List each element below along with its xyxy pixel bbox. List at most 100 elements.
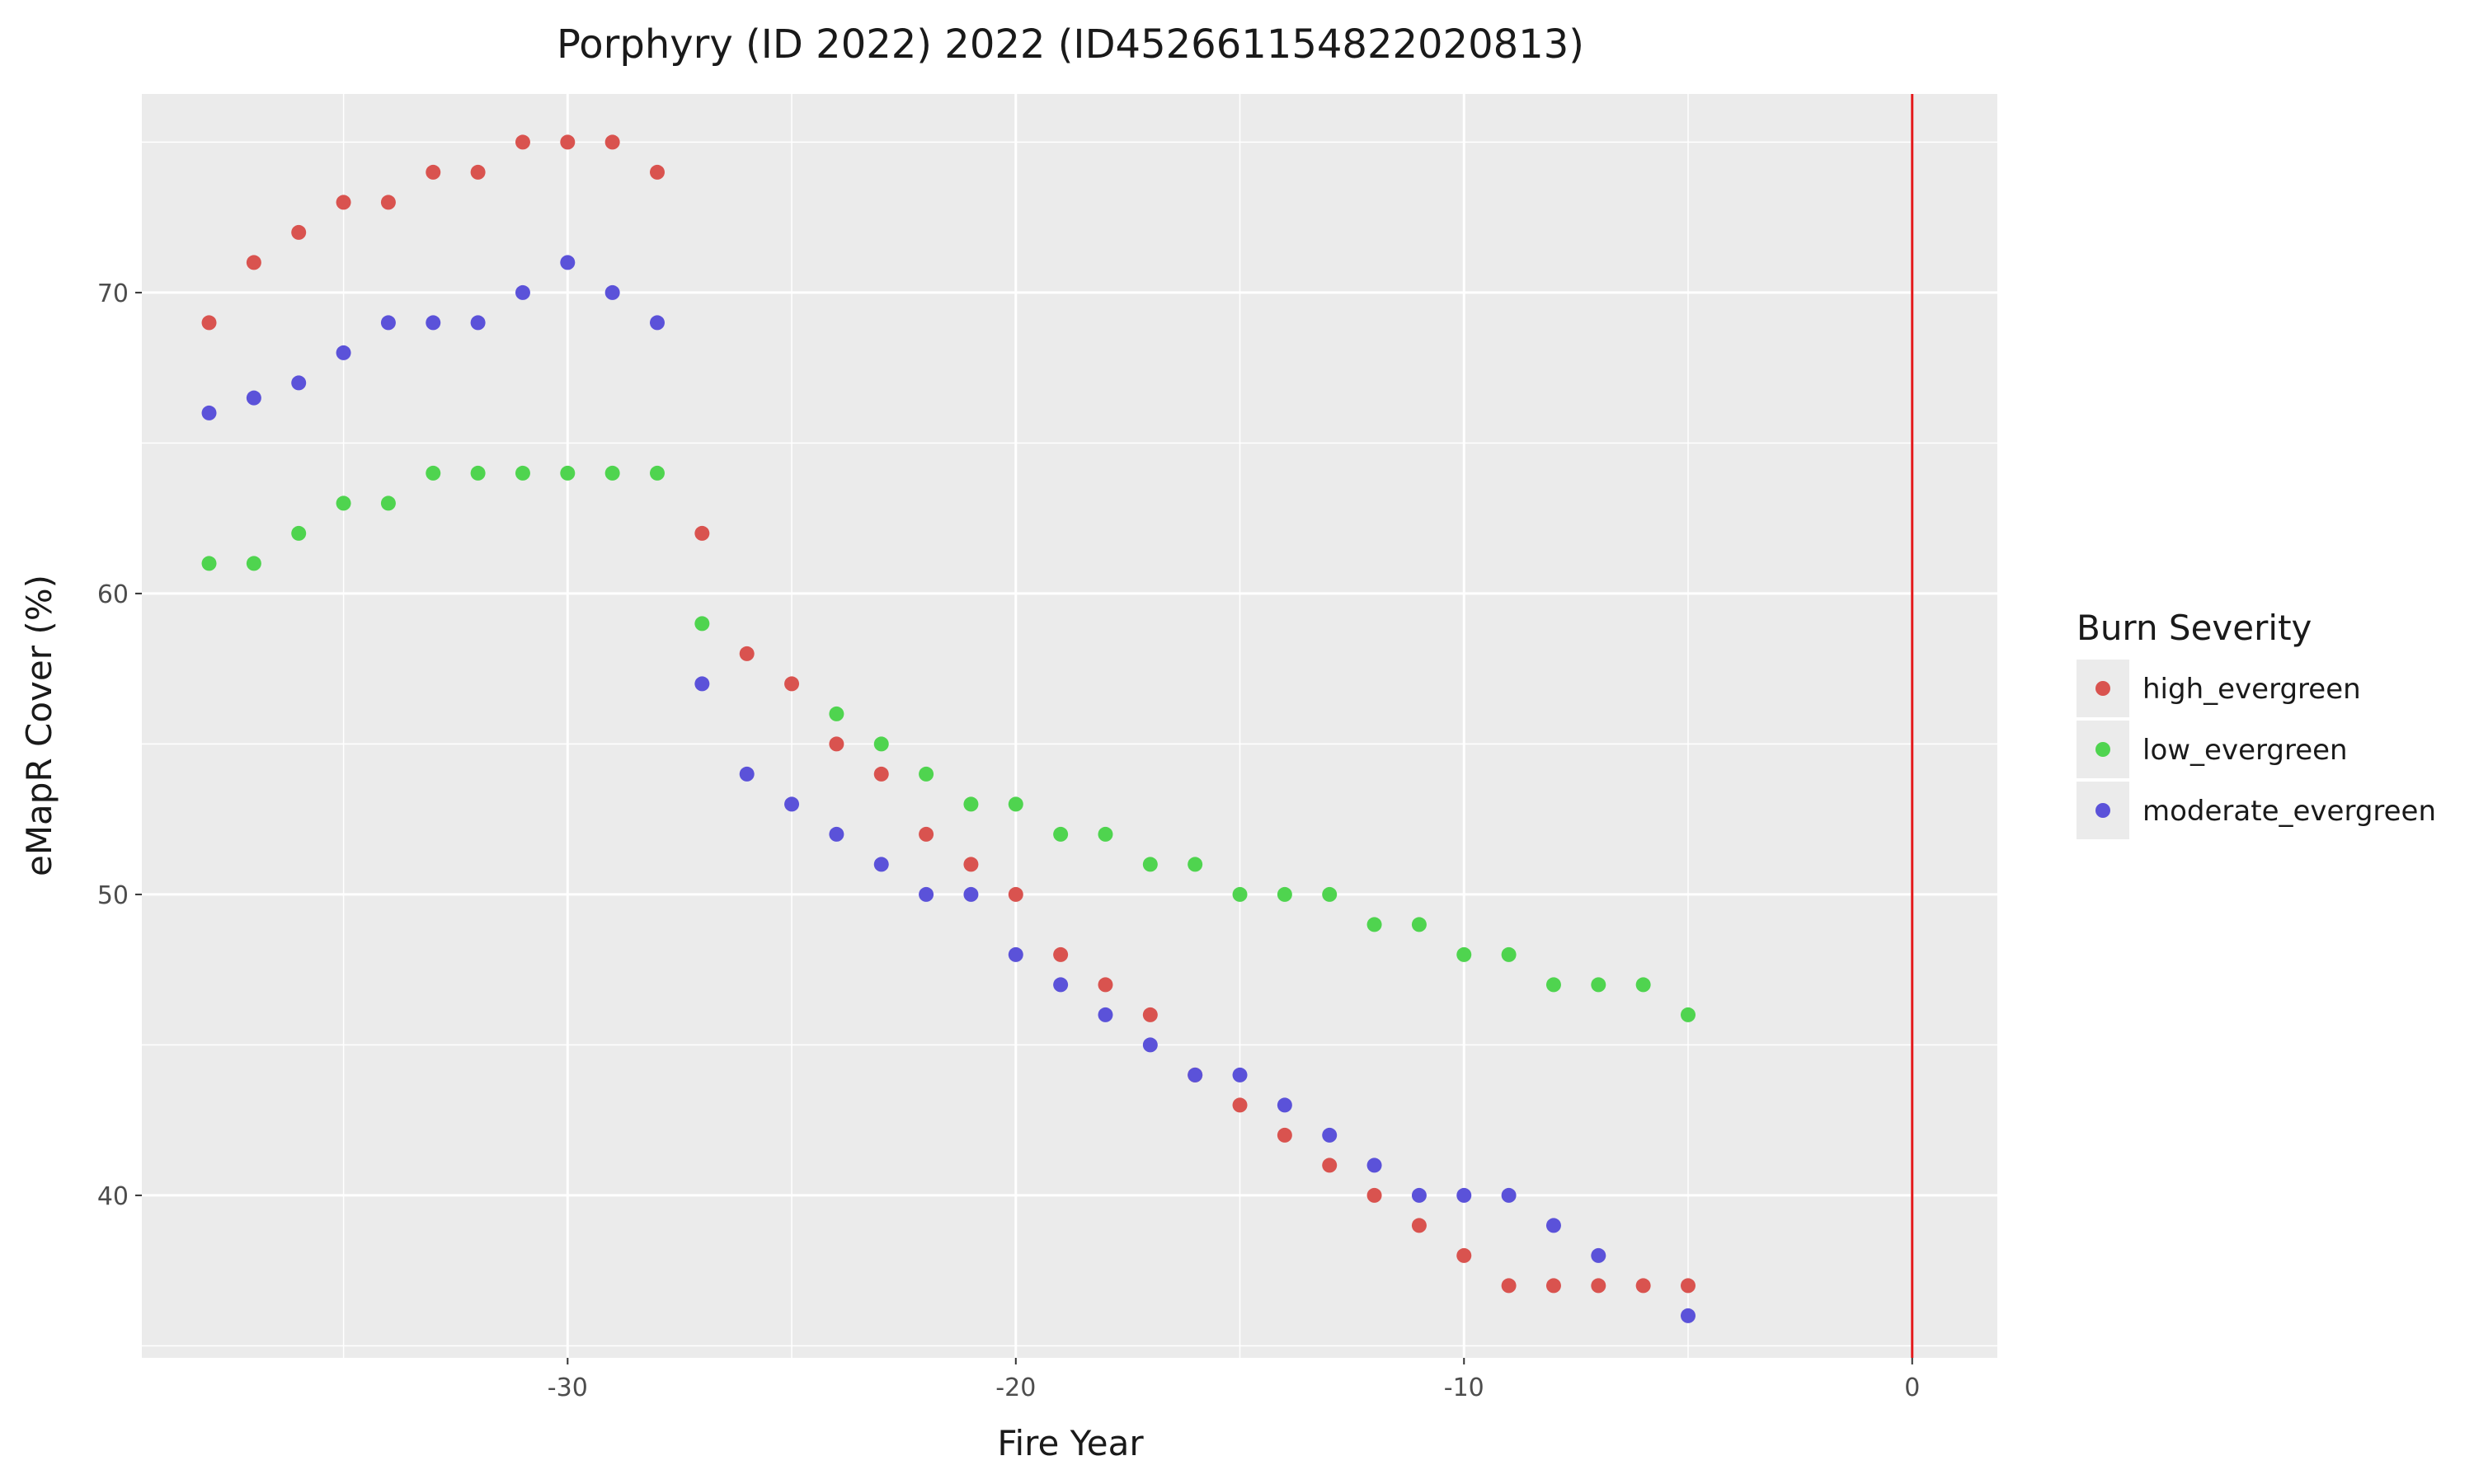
y-tick-label: 40 — [97, 1182, 129, 1211]
data-point — [1008, 796, 1023, 812]
data-point — [560, 465, 576, 481]
data-point — [1053, 977, 1069, 993]
x-tick-label: -10 — [1444, 1374, 1484, 1402]
data-point — [1232, 886, 1248, 902]
data-point — [1501, 1187, 1517, 1203]
data-point — [470, 465, 486, 481]
series-high_evergreen — [201, 134, 1696, 1294]
data-point — [1053, 826, 1069, 842]
data-point — [1277, 1127, 1292, 1143]
data-point — [291, 375, 307, 391]
data-point — [604, 134, 620, 150]
data-point — [873, 736, 889, 752]
data-point — [829, 736, 844, 752]
plot-panel — [142, 94, 1997, 1358]
x-axis-ticks: -30 -20 -10 0 — [548, 1358, 1920, 1402]
data-point — [784, 796, 800, 812]
data-point — [1545, 977, 1561, 993]
y-tick-label: 50 — [97, 881, 129, 910]
data-point — [1322, 1158, 1338, 1173]
data-point — [515, 465, 530, 481]
data-point — [963, 857, 979, 872]
data-point — [426, 465, 441, 481]
data-point — [1411, 1187, 1427, 1203]
data-point — [919, 826, 934, 842]
data-point — [201, 556, 217, 571]
data-point — [426, 315, 441, 331]
minor-gridlines — [142, 94, 1997, 1358]
data-point — [246, 556, 261, 571]
data-point — [1456, 946, 1472, 962]
data-point — [1098, 1007, 1113, 1022]
data-point — [291, 224, 307, 240]
data-point — [1591, 1278, 1606, 1294]
data-point — [963, 796, 979, 812]
data-point — [1681, 1007, 1696, 1022]
legend-swatch — [2095, 742, 2110, 757]
data-point — [784, 676, 800, 692]
legend-items: high_evergreen low_evergreen moderate_ever… — [2077, 660, 2436, 839]
legend-title: Burn Severity — [2077, 608, 2312, 648]
x-tick-label: -30 — [548, 1374, 588, 1402]
data-point — [291, 525, 307, 541]
data-point — [1366, 917, 1382, 932]
data-point — [1142, 1037, 1158, 1053]
data-point — [336, 495, 351, 511]
data-point — [604, 465, 620, 481]
data-point — [1277, 1097, 1292, 1113]
data-point — [1366, 1187, 1382, 1203]
data-point — [694, 616, 710, 632]
data-point — [1681, 1278, 1696, 1294]
data-point — [1232, 1097, 1248, 1113]
x-axis-title: Fire Year — [997, 1423, 1144, 1463]
legend-item: high_evergreen — [2077, 660, 2361, 717]
series-low_evergreen — [201, 465, 1696, 1022]
data-point — [1635, 1278, 1651, 1294]
data-point — [873, 857, 889, 872]
data-point — [470, 164, 486, 180]
y-tick-label: 60 — [97, 580, 129, 609]
data-point — [694, 525, 710, 541]
data-point — [246, 390, 261, 406]
data-point — [829, 706, 844, 721]
data-point — [1366, 1158, 1382, 1173]
y-axis-title: eMapR Cover (%) — [19, 575, 59, 876]
data-point — [1008, 886, 1023, 902]
x-tick-label: 0 — [1904, 1374, 1920, 1402]
x-tick-label: -20 — [995, 1374, 1036, 1402]
legend-label: moderate_evergreen — [2142, 795, 2436, 828]
data-point — [1456, 1187, 1472, 1203]
series-moderate_evergreen — [201, 255, 1696, 1323]
data-point — [1188, 857, 1203, 872]
data-point — [1635, 977, 1651, 993]
data-point — [739, 766, 755, 782]
data-point — [829, 826, 844, 842]
y-tick-label: 70 — [97, 279, 129, 308]
data-point — [919, 886, 934, 902]
data-point — [1188, 1067, 1203, 1082]
data-point — [1501, 1278, 1517, 1294]
data-point — [246, 255, 261, 270]
data-point — [336, 195, 351, 210]
data-point — [650, 315, 665, 331]
data-point — [604, 284, 620, 300]
data-point — [650, 465, 665, 481]
data-point — [515, 284, 530, 300]
chart-title: Porphyry (ID 2022) 2022 (ID4526611548220… — [557, 21, 1584, 68]
data-point — [694, 676, 710, 692]
data-point — [919, 766, 934, 782]
data-point — [380, 195, 396, 210]
data-point — [1277, 886, 1292, 902]
data-point — [380, 315, 396, 331]
legend-swatch — [2095, 803, 2110, 818]
data-point — [1142, 1007, 1158, 1022]
data-point — [470, 315, 486, 331]
data-point — [201, 405, 217, 420]
legend-swatch — [2095, 681, 2110, 696]
data-point — [963, 886, 979, 902]
data-point — [1681, 1308, 1696, 1323]
data-point — [1098, 977, 1113, 993]
data-point — [1053, 946, 1069, 962]
legend: Burn Severity high_evergreen low_evergree… — [2077, 608, 2436, 839]
data-point — [1232, 1067, 1248, 1082]
